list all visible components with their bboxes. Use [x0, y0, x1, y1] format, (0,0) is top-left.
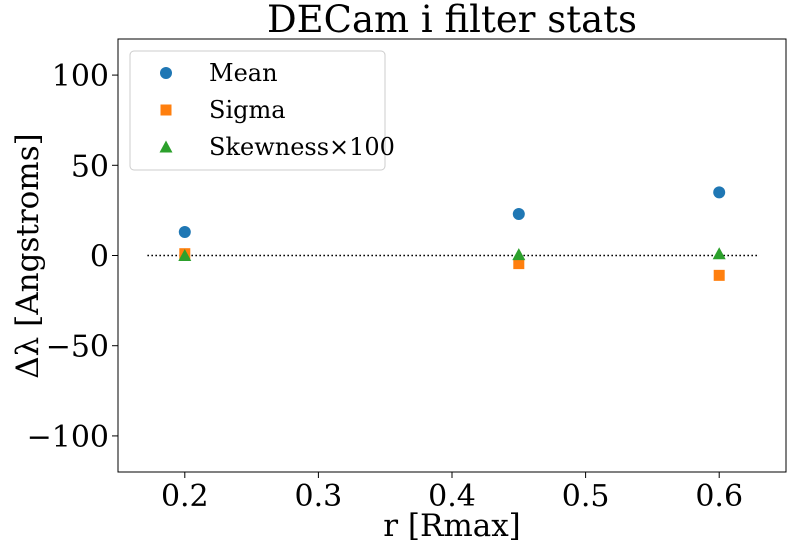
point-0-1	[512, 208, 525, 221]
chart-title: DECam i filter stats	[267, 0, 637, 41]
y-tick-label-4: 100	[52, 59, 109, 94]
x-axis: 0.2 0.3 0.4 0.5 0.6	[161, 472, 743, 514]
legend: Mean Sigma Skewness×100	[129, 50, 395, 171]
point-0-2	[713, 186, 726, 199]
legend-marker-2	[159, 140, 173, 153]
y-axis-label: Δλ [Angstroms]	[10, 133, 46, 378]
point-2-2	[712, 247, 726, 260]
plot-area	[147, 186, 760, 281]
y-axis: −100 −50 0 50 100	[27, 59, 118, 455]
point-1-1	[513, 258, 525, 270]
point-2-0	[178, 249, 192, 261]
legend-label-2: Skewness×100	[209, 133, 395, 161]
legend-box	[129, 50, 386, 171]
x-tick-label-3: 0.5	[562, 479, 610, 514]
point-1-2	[713, 269, 725, 281]
point-2-1	[512, 248, 526, 261]
y-tick-label-0: −100	[27, 420, 109, 455]
y-tick-label-1: −50	[46, 330, 109, 365]
x-axis-label: r [Rmax]	[383, 508, 521, 544]
x-tick-label-4: 0.6	[695, 479, 743, 514]
x-tick-label-1: 0.3	[295, 479, 343, 514]
legend-marker-1	[160, 104, 172, 116]
point-0-0	[178, 226, 191, 239]
legend-marker-0	[160, 67, 172, 79]
legend-label-1: Sigma	[209, 96, 286, 124]
legend-label-0: Mean	[209, 59, 278, 87]
y-tick-label-2: 0	[90, 240, 109, 275]
y-tick-label-3: 50	[71, 149, 109, 184]
x-tick-label-0: 0.2	[161, 479, 209, 514]
x-tick-label-2: 0.4	[428, 479, 476, 514]
